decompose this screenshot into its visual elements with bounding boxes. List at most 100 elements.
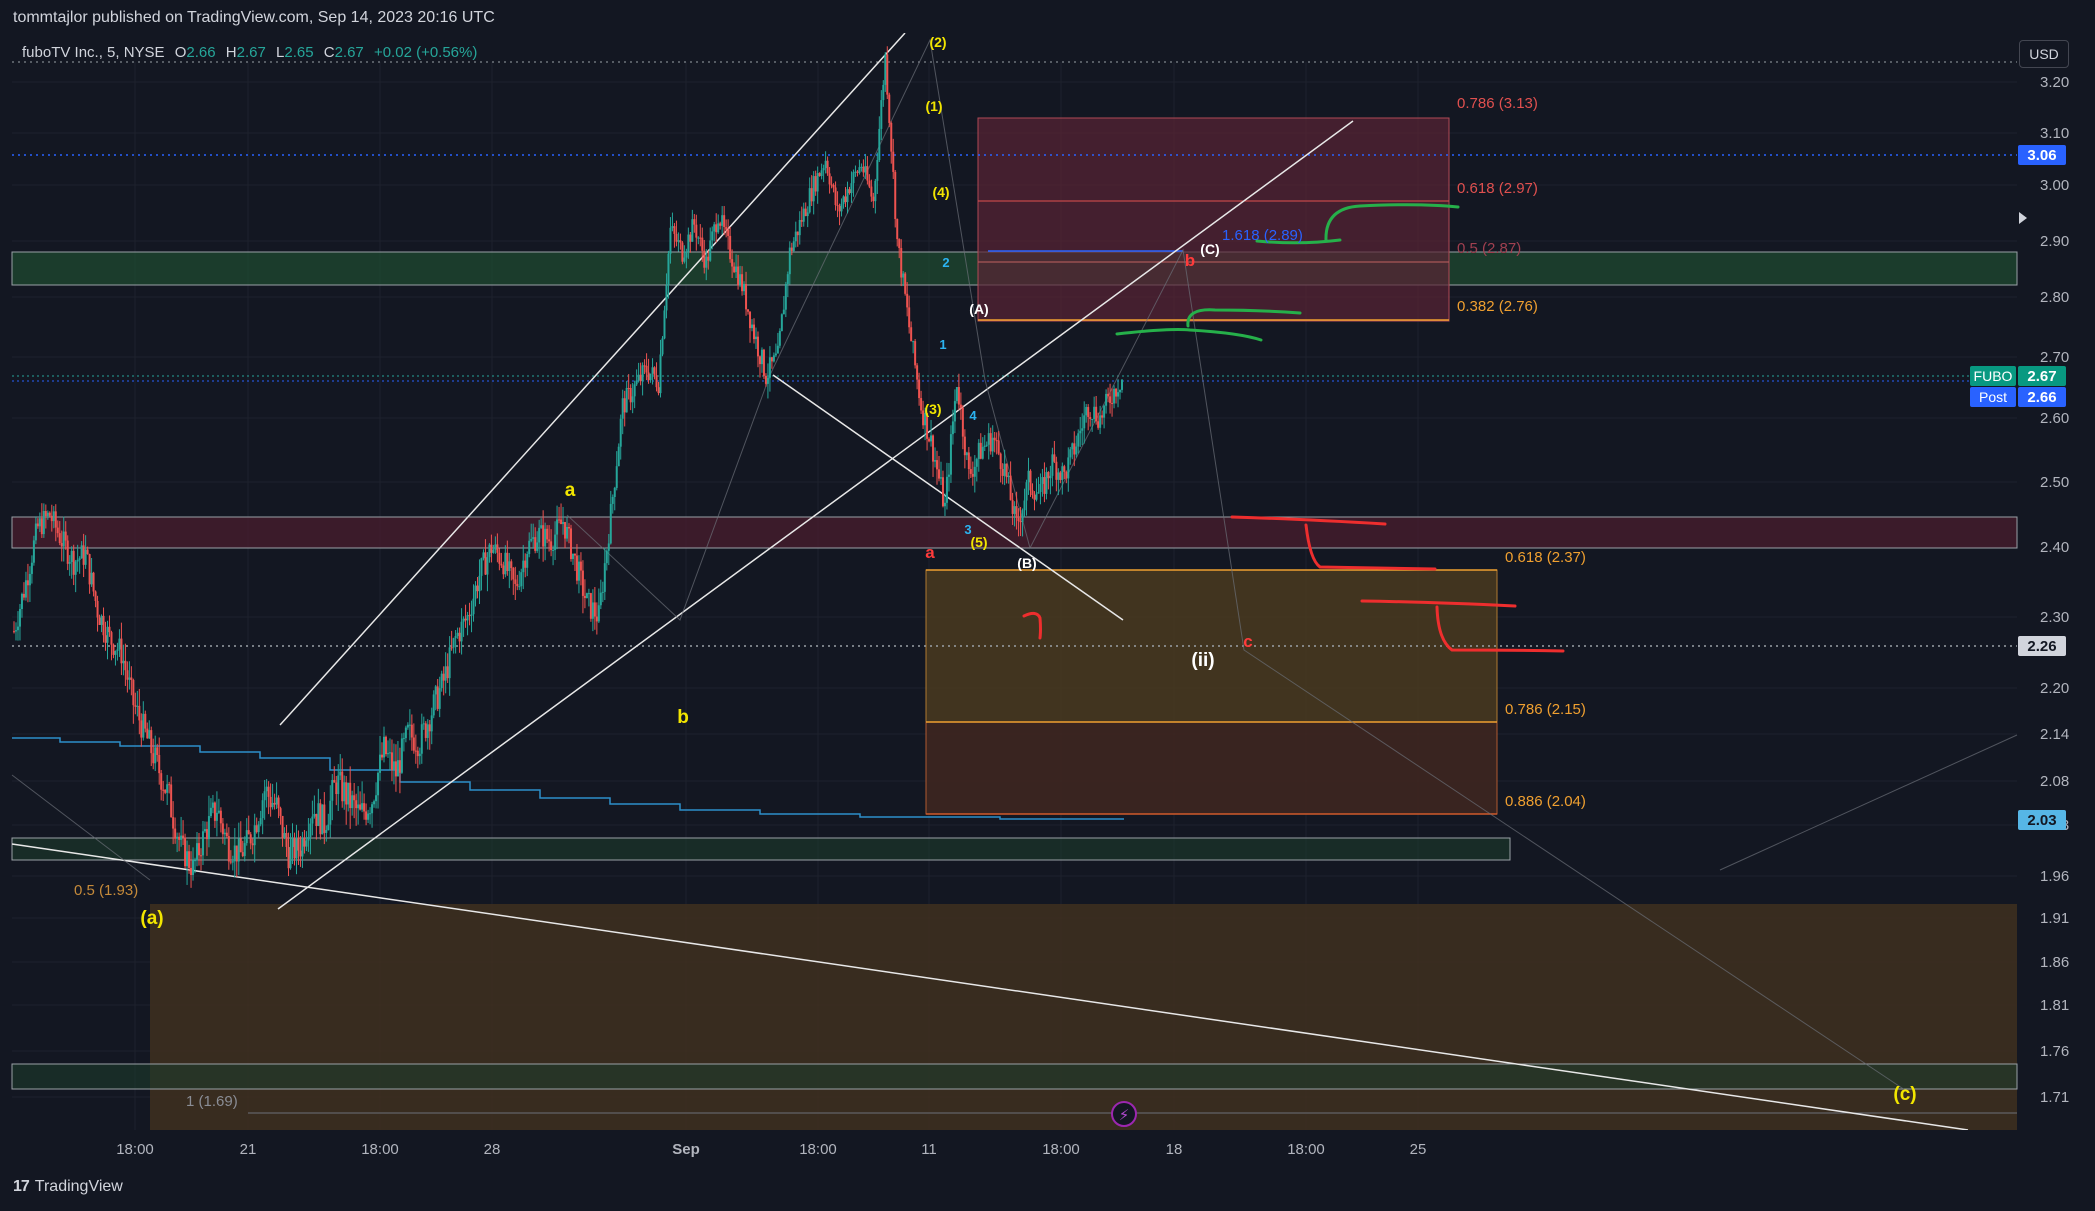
candle-body [359, 804, 362, 810]
candle-body [864, 166, 867, 173]
lightning-button[interactable]: ⚡ [1111, 1101, 1137, 1127]
green-zone-bottom [11, 1063, 2018, 1090]
candle-body [430, 715, 433, 732]
candle-body [410, 724, 413, 738]
candle-body [770, 357, 773, 362]
candle-body [749, 311, 752, 329]
scroll-right-icon[interactable] [2019, 212, 2027, 224]
lightning-circle[interactable] [1111, 1101, 1137, 1127]
candle-body [641, 365, 644, 382]
price-axis[interactable] [2018, 33, 2095, 1163]
candle-body [711, 231, 714, 241]
candle-body [251, 843, 254, 846]
candle-body [400, 738, 403, 773]
tradingview-logo-icon[interactable]: 17 [13, 1178, 30, 1195]
candle-body [542, 525, 545, 547]
candle-body [229, 861, 232, 863]
currency-button[interactable]: USD [2019, 40, 2069, 68]
candle-body [148, 730, 151, 739]
fib-label: 0.382 (2.76) [1457, 298, 1538, 315]
candle-body [900, 248, 903, 278]
candle-body [196, 843, 199, 861]
candle-body [583, 595, 586, 599]
candle-body [377, 772, 380, 796]
candle-body [842, 196, 845, 204]
candle-body [530, 538, 533, 541]
currency-label[interactable]: USD [2029, 46, 2059, 62]
candle-body [731, 259, 734, 267]
candle-body [319, 803, 322, 835]
candle-body [1055, 461, 1058, 480]
candle-body [190, 867, 193, 876]
candle-body [186, 851, 189, 867]
candle-body [36, 523, 39, 527]
candle-body [1069, 449, 1072, 458]
lightning-icon[interactable]: ⚡ [1119, 1107, 1130, 1124]
candle-body [603, 563, 606, 592]
candle-body [663, 310, 666, 339]
candle-body [550, 541, 553, 551]
candle-body [991, 437, 994, 452]
candle-body [287, 846, 290, 869]
candle-body [1037, 492, 1040, 494]
candle-body [619, 418, 622, 447]
candle-body [490, 544, 493, 553]
candle-body [422, 723, 425, 725]
candle-body [1065, 471, 1068, 479]
candle-body [675, 233, 678, 242]
candle-body [486, 557, 489, 575]
candle-body [144, 713, 147, 729]
candle-body [94, 591, 97, 601]
candle-body [524, 560, 527, 568]
candle-body [213, 802, 216, 821]
candle-body [1007, 475, 1010, 478]
brand-label[interactable]: TradingView [34, 1178, 123, 1195]
candle-body [719, 223, 722, 226]
candle-body [253, 825, 256, 846]
candle-body [365, 811, 368, 820]
candle-body [713, 224, 716, 232]
candle-body [850, 183, 853, 194]
candle-body [697, 237, 700, 239]
wave-label: b [1185, 251, 1195, 270]
candle-body [271, 802, 274, 808]
candle-body [802, 208, 805, 222]
x-tick-label: 18:00 [1287, 1141, 1325, 1158]
candle-body [1119, 389, 1122, 393]
publisher-bar: tommtajlor published on TradingView.com,… [0, 0, 2095, 36]
candle-body [896, 218, 899, 240]
candle-body [1113, 388, 1116, 404]
wave-projection-path [566, 38, 1906, 1091]
price-chart[interactable]: 3.20 3.10 3.00 2.90 2.80 2.70 2.60 2.50 2.40 2.30… [0, 33, 2095, 1163]
candle-body [556, 519, 559, 535]
candle-body [76, 559, 79, 562]
candle-body [1079, 430, 1082, 434]
candle-body [500, 563, 503, 566]
candle-body [192, 860, 195, 876]
candle-body [474, 585, 477, 599]
candle-body [916, 365, 919, 380]
symbol-legend[interactable]: fuboTV Inc., 5, NYSE O2.66 H2.67 L2.65 C… [22, 44, 477, 61]
candle-body [307, 837, 310, 841]
candle-body [671, 226, 674, 228]
candle-body [22, 593, 25, 598]
candle-body [263, 791, 266, 801]
candle-body [1061, 466, 1064, 480]
candle-body [381, 754, 384, 758]
candle-body [655, 375, 658, 388]
candle-body [1101, 415, 1104, 418]
time-axis[interactable] [0, 1130, 2018, 1163]
candle-body [86, 549, 89, 555]
candle-body [418, 753, 421, 757]
symbol-name[interactable]: fuboTV Inc., 5, NYSE [22, 44, 165, 61]
candle-body [922, 410, 925, 426]
wave-label: 2 [942, 255, 949, 270]
candle-body [42, 511, 45, 535]
candle-body [44, 511, 47, 517]
candle-body [534, 537, 537, 551]
fib-label: 0.5 (1.93) [74, 882, 138, 899]
fib-box-upper [977, 117, 1450, 322]
candle-body [657, 387, 660, 394]
candle-body [162, 789, 165, 791]
tradingview-brand[interactable]: 17 TradingView [13, 1178, 123, 1196]
